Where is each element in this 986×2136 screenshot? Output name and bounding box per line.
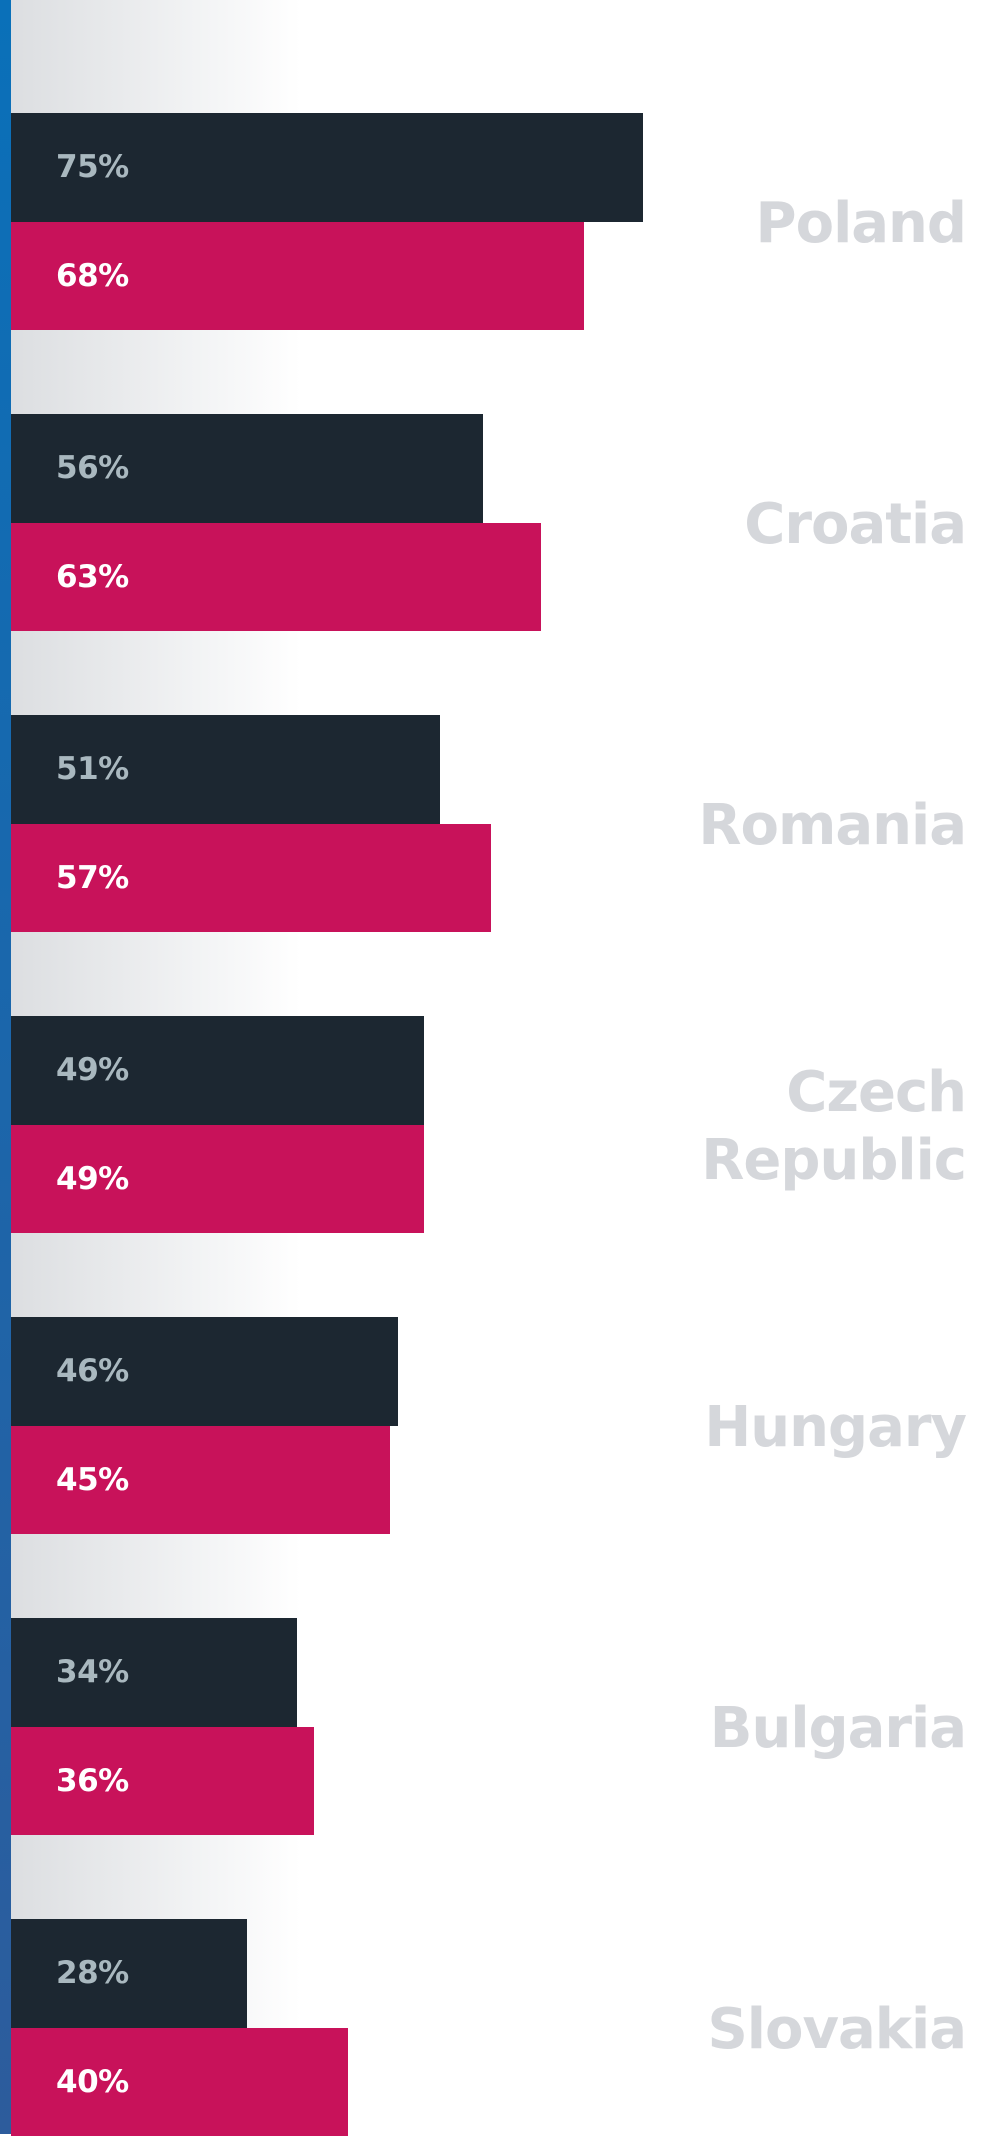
value-label: 34% <box>56 1618 129 1726</box>
category-label: Romania <box>626 792 966 860</box>
side-strip <box>0 0 11 2134</box>
value-label: 46% <box>56 1317 129 1425</box>
category-label: Croatia <box>626 491 966 559</box>
value-label: 45% <box>56 1426 129 1534</box>
value-label: 51% <box>56 715 129 823</box>
value-label: 28% <box>56 1919 129 2027</box>
value-label: 40% <box>56 2028 129 2136</box>
value-label: 63% <box>56 523 129 631</box>
value-label: 49% <box>56 1016 129 1124</box>
bar <box>11 1618 297 1727</box>
category-label: Hungary <box>626 1394 966 1462</box>
value-label: 56% <box>56 414 129 522</box>
category-label: Slovakia <box>626 1996 966 2064</box>
value-label: 57% <box>56 824 129 932</box>
category-label: Bulgaria <box>626 1695 966 1763</box>
value-label: 36% <box>56 1727 129 1835</box>
value-label: 49% <box>56 1125 129 1233</box>
value-label: 68% <box>56 222 129 330</box>
category-label: Czech Republic <box>626 1059 966 1195</box>
value-label: 75% <box>56 113 129 221</box>
category-label: Poland <box>626 190 966 258</box>
